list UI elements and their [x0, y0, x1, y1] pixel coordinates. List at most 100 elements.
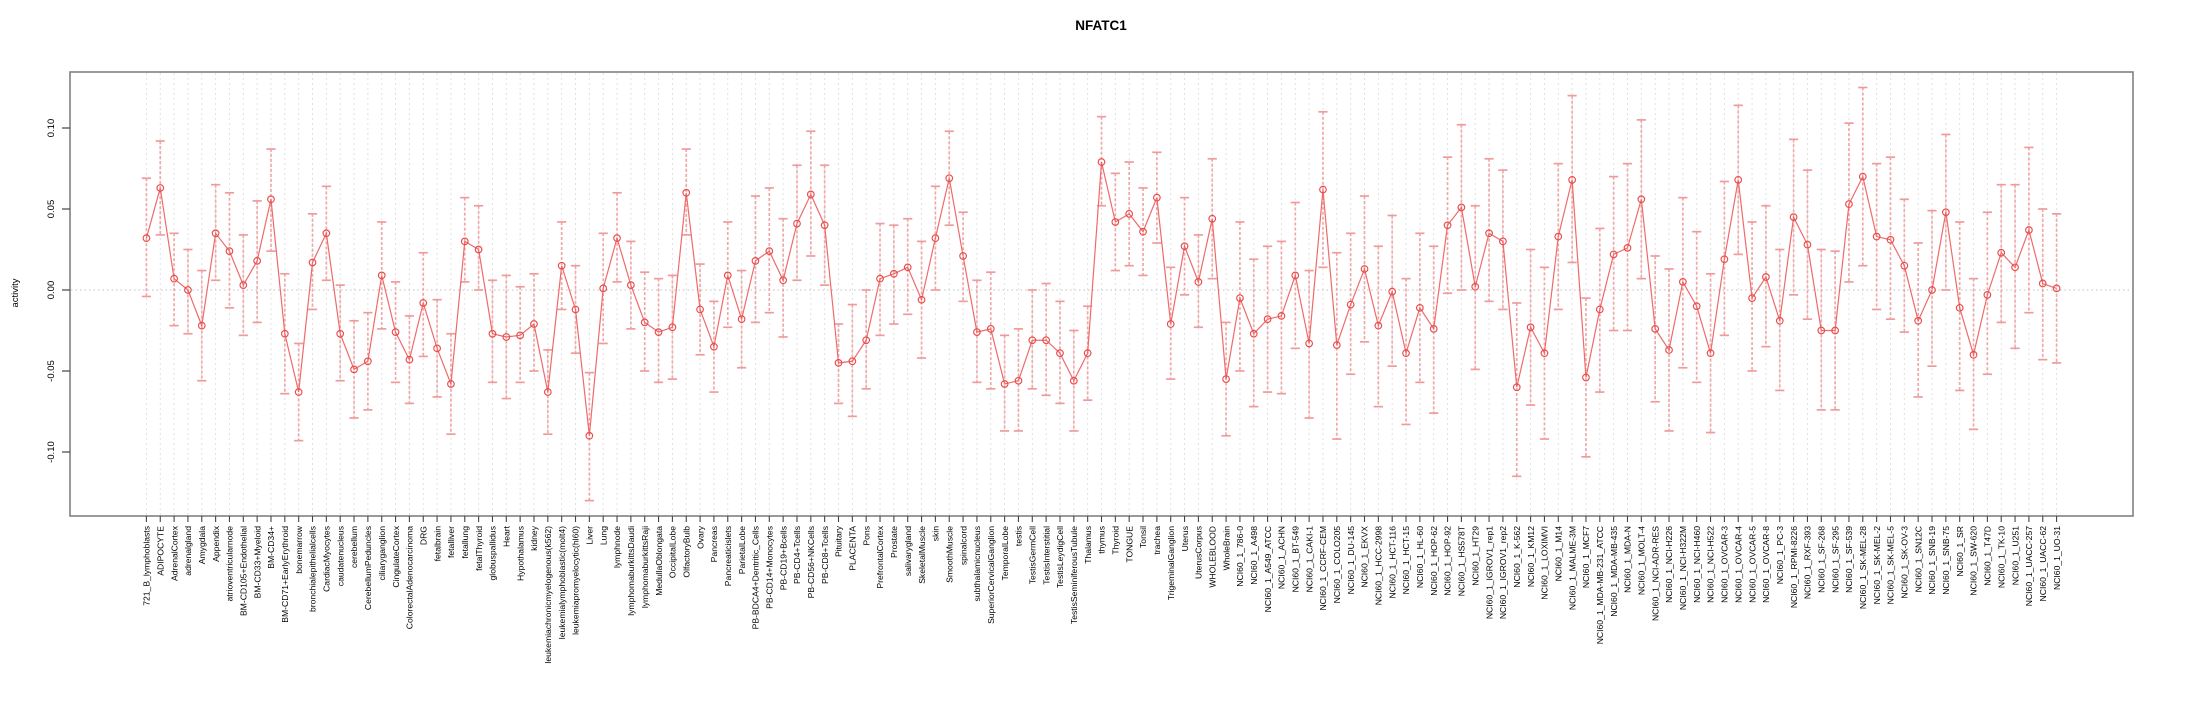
data-point [308, 258, 317, 267]
data-point [1582, 373, 1590, 382]
x-category-label: NCI60_1_UACC-257 [2024, 526, 2034, 606]
data-point [696, 305, 704, 314]
error-bar [1332, 251, 1342, 440]
x-category-label: Liver [585, 526, 595, 545]
data-point [1886, 235, 1895, 244]
data-point [474, 245, 483, 254]
x-category-label: PB-BDCA4+Dentritic_Cells [751, 526, 761, 629]
error-bar [1415, 232, 1425, 384]
series-line [145, 161, 2057, 436]
error-bar [778, 217, 788, 338]
x-axis [145, 516, 2058, 522]
x-category-label: NCI60_1_A549_ATCC [1263, 526, 1273, 612]
error-bar [141, 177, 152, 298]
data-point [211, 229, 220, 238]
data-point [1249, 329, 1258, 338]
error-bar [903, 217, 913, 316]
x-category-label: Lung [598, 526, 608, 545]
x-category-label: bronchialepithelialcells [308, 526, 318, 612]
error-bar [294, 342, 304, 442]
x-category-label: ciliaryganglion [377, 526, 387, 581]
data-point [1222, 375, 1230, 383]
x-category-label: leukemiachronicmyelogenous(k562) [543, 526, 553, 664]
x-category-label: NCI60_1_LOXIMVI [1540, 526, 1550, 600]
data-point [1762, 273, 1770, 281]
x-category-label: BM-CD34+ [266, 526, 276, 569]
x-category-label: thymus [1097, 526, 1107, 554]
x-category-label: CingulateCortex [391, 525, 401, 587]
error-bar [570, 264, 581, 355]
x-axis-labels: 721_B_lymphoblasts ADIPOCYTE AdrenalCortex… [142, 525, 2062, 663]
data-point [502, 333, 511, 341]
error-bar [1581, 297, 1591, 458]
data-point [1914, 316, 1923, 325]
error-bar [833, 323, 844, 405]
data-point [1056, 349, 1064, 358]
x-category-label: TestisInterstitial [1041, 526, 1051, 585]
data-point [806, 190, 815, 199]
data-point [1208, 214, 1217, 223]
data-point [239, 281, 248, 290]
x-category-label: NCI60_1_786-0 [1235, 526, 1245, 587]
data-point [1775, 316, 1784, 325]
error-bar [169, 232, 179, 327]
error-bar [1027, 289, 1037, 390]
x-category-label: SuperiorCervicalGanglion [986, 526, 996, 624]
error-bar [820, 164, 830, 286]
data-point [142, 234, 151, 243]
x-category-label: fetallung [460, 526, 470, 559]
error-bar [1276, 240, 1287, 395]
error-bar [1802, 169, 1813, 321]
data-point [1305, 339, 1314, 348]
x-category-label: OccipitalLobe [668, 526, 678, 578]
x-category-label: NCI60_1_HS578T [1457, 525, 1467, 596]
data-point [668, 323, 677, 332]
x-category-label: PB-CD14+Monocytes [764, 526, 774, 609]
x-category-label: NCI60_1_KM12 [1526, 526, 1536, 587]
data-point [543, 388, 552, 396]
data-point [1291, 271, 1300, 280]
x-category-label: ParietalLobe [737, 526, 747, 574]
data-point [1554, 232, 1563, 241]
x-category-label: Ovary [695, 525, 705, 549]
data-point [1928, 286, 1936, 294]
x-category-label: OlfactoryBulb [681, 526, 691, 578]
error-bar [1567, 94, 1577, 264]
data-point [1983, 290, 1992, 299]
data-point [1388, 287, 1397, 296]
x-category-label: NCI60_1_NCI-H226 [1664, 526, 1674, 603]
data-point [1831, 326, 1839, 335]
data-point [1720, 255, 1729, 264]
x-category-label: bonemarrow [294, 525, 304, 574]
x-category-label: UterusCorpus [1194, 526, 1204, 579]
error-bar [653, 277, 664, 384]
x-category-label: BM-CD33+Myeloid [252, 526, 262, 599]
error-bar [958, 211, 968, 303]
x-category-label: fetalliver [446, 526, 456, 558]
x-category-label: BM-CD71+EarlyErythroid [280, 526, 290, 623]
data-point [917, 295, 926, 304]
error-bar [612, 191, 622, 283]
data-point [1706, 349, 1715, 358]
x-category-label: NCI60_1_MCF7 [1581, 526, 1591, 588]
error-bar [1830, 250, 1840, 411]
data-point [294, 388, 303, 396]
x-category-label: NCI60_1_NCI-ADR-RES [1650, 526, 1660, 621]
data-point [959, 252, 967, 260]
x-category-label: NCI60_1_OVCAR-8 [1761, 526, 1771, 603]
data-point [1845, 200, 1853, 209]
data-point [1069, 376, 1078, 385]
data-point [1457, 203, 1466, 212]
x-category-label: NCI60_1_PC-3 [1775, 526, 1785, 584]
x-category-label: WHOLEBLOOD [1207, 526, 1217, 588]
x-category-label: adrenalgland [183, 526, 193, 576]
y-tick-label: -0.10 [46, 441, 57, 463]
data-point [931, 234, 940, 243]
x-category-label: Thyroid [1111, 526, 1121, 555]
data-point [1042, 336, 1051, 345]
error-bar [1304, 269, 1314, 419]
error-bar [1470, 204, 1480, 371]
data-point [1900, 261, 1909, 270]
data-point [1415, 303, 1424, 312]
data-point [488, 329, 497, 338]
